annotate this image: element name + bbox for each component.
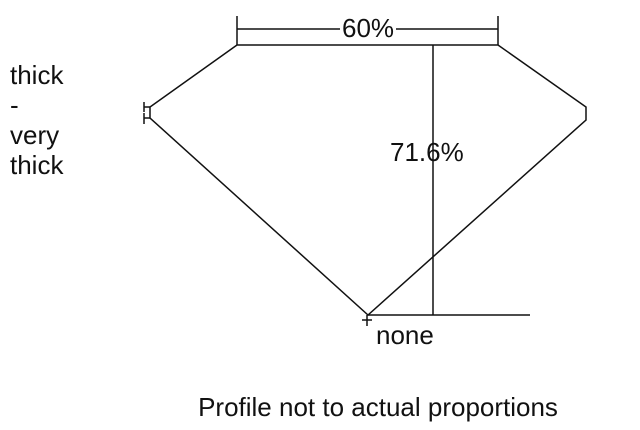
girdle-thickness-label: thick - very thick — [10, 60, 63, 180]
gem-outline — [149, 44, 587, 317]
caption: Profile not to actual proportions — [198, 392, 558, 422]
culet-label: none — [376, 320, 434, 350]
girdle-line: thick — [10, 150, 64, 180]
girdle-line: - — [10, 90, 19, 120]
total-depth-label: 71.6% — [390, 137, 464, 167]
table-percent-label: 60% — [340, 13, 397, 43]
culet-cross — [362, 315, 372, 326]
girdle-line: thick — [10, 60, 64, 90]
girdle-line: very — [10, 120, 60, 150]
girdle-ticks — [143, 102, 150, 124]
